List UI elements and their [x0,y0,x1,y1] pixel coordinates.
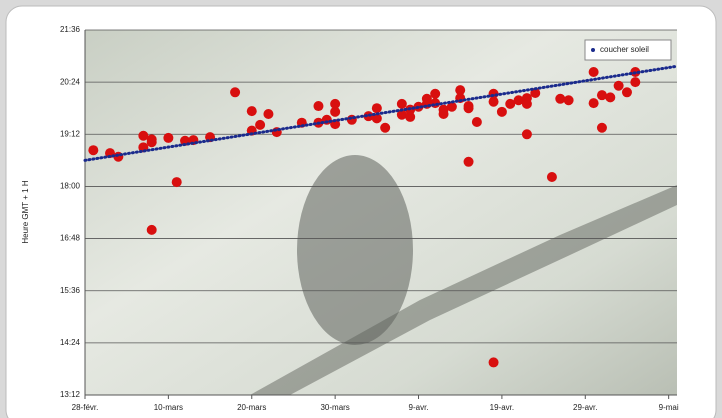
x-tick-label: 29-avr. [573,403,597,412]
point [489,357,499,367]
point [430,89,440,99]
y-tick-label: 18:00 [60,182,81,191]
point [622,87,632,97]
point [230,87,240,97]
point [464,103,474,113]
point [247,106,257,116]
y-tick-label: 21:36 [60,25,81,34]
y-tick-label: 14:24 [60,338,81,347]
point [614,81,624,91]
y-tick-label: 13:12 [60,390,81,399]
point [564,95,574,105]
point [547,172,557,182]
point [255,120,265,130]
point [397,99,407,109]
point [630,77,640,87]
point [589,67,599,77]
point [172,177,182,187]
y-tick-label: 16:48 [60,234,81,243]
point [472,117,482,127]
point [605,92,615,102]
owl-silhouette [297,155,413,345]
point [597,123,607,133]
point [147,225,157,235]
point [263,109,273,119]
point [497,107,507,117]
x-tick-label: 20-mars [237,403,266,412]
y-tick-label: 19:12 [60,129,81,138]
x-tick-label: 9-avr. [409,403,429,412]
x-tick-label: 28-févr. [72,403,99,412]
point [597,90,607,100]
point [88,145,98,155]
point [455,85,465,95]
point [464,157,474,167]
x-tick-label: 9-mai [659,403,679,412]
point [522,99,532,109]
point [589,98,599,108]
y-tick-label: 20:24 [60,77,81,86]
point [522,129,532,139]
x-tick-label: 19-avr. [490,403,514,412]
point [330,107,340,117]
legend-marker [591,48,595,52]
y-tick-label: 15:36 [60,286,81,295]
point [313,101,323,111]
chart: Heure GMT + 1 H 13:12 14:24 15:36 16:48 18:0… [0,0,722,418]
x-tick-label: 10-mars [154,403,183,412]
point [372,103,382,113]
point [147,137,157,147]
point [380,123,390,133]
point [555,94,565,104]
y-axis-label: Heure GMT + 1 H [21,180,30,243]
legend-label: coucher soleil [600,45,649,54]
point [430,98,440,108]
point [163,133,173,143]
x-tick-label: 30-mars [320,403,349,412]
